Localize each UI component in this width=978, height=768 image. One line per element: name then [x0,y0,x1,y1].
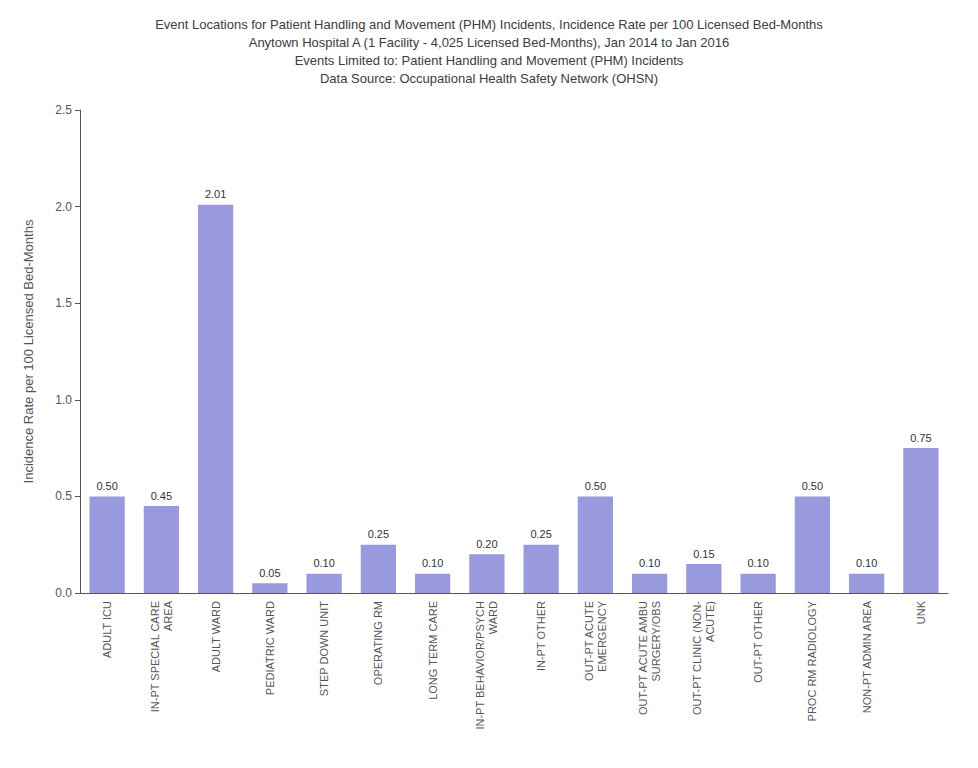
svg-text:0.15: 0.15 [693,548,714,560]
svg-text:0.50: 0.50 [585,480,606,492]
svg-text:EMERGENCY: EMERGENCY [596,600,608,672]
svg-text:0.45: 0.45 [151,490,172,502]
svg-text:Events Limited to: Patient Han: Events Limited to: Patient Handling and … [295,53,684,68]
svg-text:OUT-PT CLINIC (NON-: OUT-PT CLINIC (NON- [691,601,703,715]
svg-text:PEDIATRIC WARD: PEDIATRIC WARD [264,601,276,695]
svg-text:Incidence Rate per 100 License: Incidence Rate per 100 Licensed Bed-Mont… [21,219,36,483]
svg-text:0.10: 0.10 [747,557,768,569]
svg-text:OPERATING RM: OPERATING RM [372,601,384,685]
svg-text:2.0: 2.0 [55,200,72,214]
svg-text:0.25: 0.25 [530,528,551,540]
svg-text:2.5: 2.5 [55,103,72,117]
svg-text:Data Source: Occupational Heal: Data Source: Occupational Health Safety … [320,71,658,86]
svg-text:OUT-PT ACUTE AMBU: OUT-PT ACUTE AMBU [637,601,649,715]
svg-text:WARD: WARD [487,601,499,634]
svg-text:0.0: 0.0 [55,586,72,600]
svg-text:0.50: 0.50 [802,480,823,492]
svg-text:0.10: 0.10 [313,557,334,569]
svg-text:0.10: 0.10 [422,557,443,569]
svg-text:PROC RM RADIOLOGY: PROC RM RADIOLOGY [806,600,818,721]
svg-text:0.5: 0.5 [55,489,72,503]
svg-text:ACUTE): ACUTE) [704,601,716,642]
svg-text:UNK: UNK [915,600,927,624]
svg-text:OUT-PT ACUTE: OUT-PT ACUTE [583,601,595,681]
svg-text:2.01: 2.01 [205,188,226,200]
svg-text:0.20: 0.20 [476,538,497,550]
svg-text:LONG TERM CARE: LONG TERM CARE [427,601,439,700]
svg-text:1.0: 1.0 [55,393,72,407]
svg-text:NON-PT ADMIN AREA: NON-PT ADMIN AREA [861,600,873,713]
svg-text:0.10: 0.10 [639,557,660,569]
svg-text:Event Locations for Patient Ha: Event Locations for Patient Handling and… [155,17,823,32]
svg-text:0.05: 0.05 [259,567,280,579]
svg-text:IN-PT BEHAVIOR/PSYCH: IN-PT BEHAVIOR/PSYCH [474,601,486,730]
svg-text:AREA: AREA [162,600,174,631]
svg-text:IN-PT OTHER: IN-PT OTHER [535,601,547,671]
svg-text:OUT-PT OTHER: OUT-PT OTHER [752,601,764,683]
svg-text:0.25: 0.25 [368,528,389,540]
svg-text:IN-PT SPECIAL CARE: IN-PT SPECIAL CARE [149,601,161,712]
svg-text:ADULT ICU: ADULT ICU [101,601,113,658]
svg-text:0.75: 0.75 [910,432,931,444]
svg-text:SURGERY/OBS: SURGERY/OBS [650,601,662,682]
svg-text:STEP DOWN UNIT: STEP DOWN UNIT [318,601,330,696]
svg-text:Anytown Hospital A (1 Facility: Anytown Hospital A (1 Facility - 4,025 L… [249,35,730,50]
svg-text:0.10: 0.10 [856,557,877,569]
svg-text:0.50: 0.50 [96,480,117,492]
svg-text:ADULT WARD: ADULT WARD [210,601,222,672]
svg-text:1.5: 1.5 [55,296,72,310]
